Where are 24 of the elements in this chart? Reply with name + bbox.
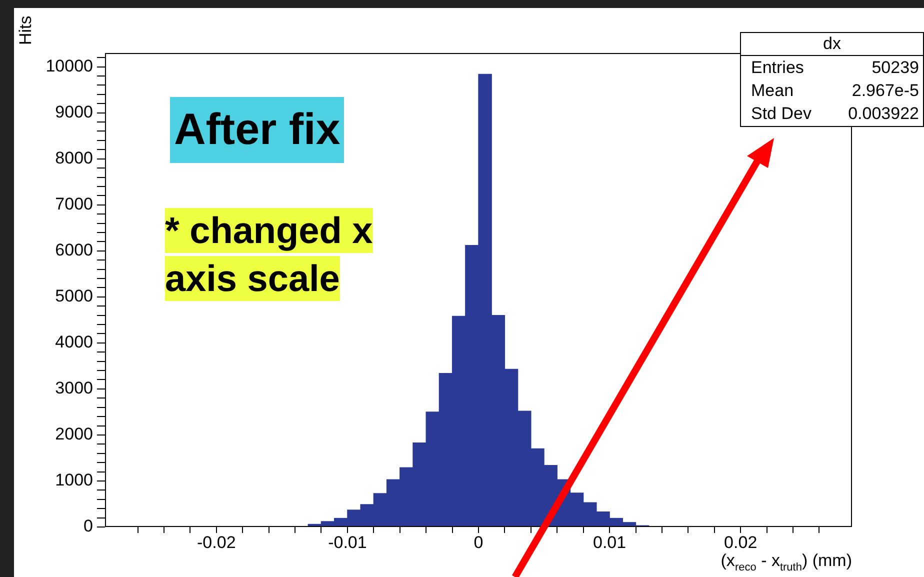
y-tick-label: 10000 xyxy=(46,56,93,76)
y-tick-label: 5000 xyxy=(55,286,93,306)
text: dx xyxy=(741,33,923,56)
y-tick-label: 3000 xyxy=(55,378,93,398)
y-tick-label: 6000 xyxy=(55,240,93,260)
text: Mean 2.967e-5 xyxy=(751,81,919,100)
y-axis-title: Hits xyxy=(16,16,36,45)
y-tick-label: 1000 xyxy=(55,470,93,490)
text: Std Dev 0.003922 xyxy=(751,104,919,123)
y-tick-label: 2000 xyxy=(55,424,93,444)
y-tick-label: 4000 xyxy=(55,332,93,352)
x-axis-title: (x$_{reco}$ - x$_{truth}$) (mm) xyxy=(720,551,852,574)
y-tick-label: 7000 xyxy=(55,194,93,214)
x-tick-label: -0.02 xyxy=(197,532,236,552)
y-tick-label: 8000 xyxy=(55,148,93,168)
x-tick-label: 0.02 xyxy=(724,532,758,552)
x-tick-label: -0.01 xyxy=(328,532,367,552)
text: Entries 50239 xyxy=(751,58,919,77)
x-tick-label: 0 xyxy=(474,532,484,552)
y-tick-label: 9000 xyxy=(55,102,93,122)
x-tick-label: 0.01 xyxy=(593,532,626,552)
annotation: * changed x axis scale xyxy=(165,208,373,301)
annotation: After fix xyxy=(170,97,344,163)
y-tick-label: 0 xyxy=(84,516,93,536)
